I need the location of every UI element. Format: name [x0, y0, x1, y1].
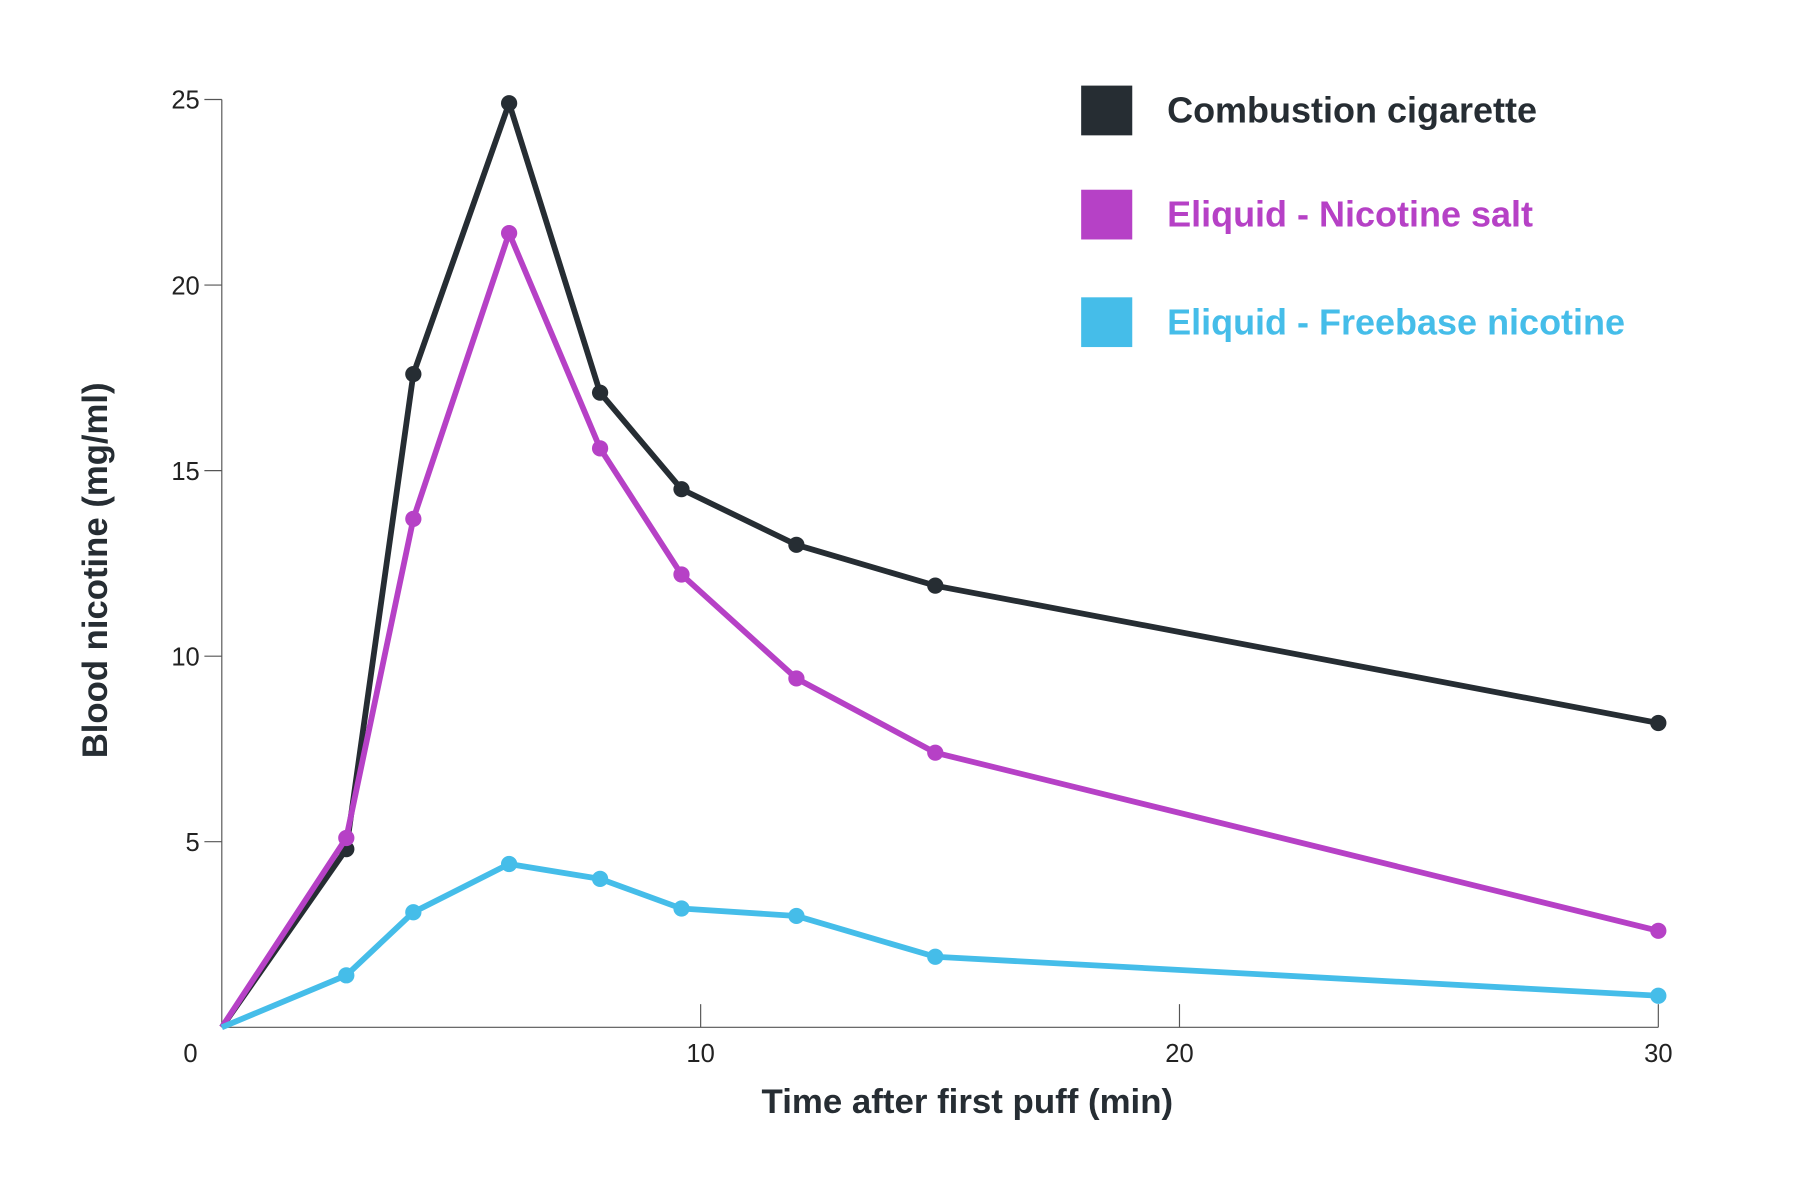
series-1	[219, 224, 1667, 1029]
data-point	[405, 904, 422, 921]
y-axis-title: Blood nicotine (mg/ml)	[77, 382, 115, 758]
series-2	[220, 855, 1667, 1030]
legend-label: Combustion cigarette	[1167, 90, 1537, 131]
series-line	[220, 861, 1659, 1030]
data-point	[338, 829, 355, 847]
data-point	[405, 510, 422, 527]
data-point	[788, 536, 805, 553]
series-layer	[219, 95, 1667, 1030]
data-point	[927, 577, 944, 594]
data-point	[1650, 987, 1667, 1004]
x-axis-title: Time after first puff (min)	[762, 1083, 1174, 1121]
y-tick-label: 25	[171, 87, 199, 115]
data-point	[1650, 922, 1667, 939]
data-point	[927, 948, 944, 965]
data-point	[591, 870, 609, 887]
data-point	[673, 900, 690, 917]
data-point	[673, 566, 690, 583]
legend-swatch	[1081, 297, 1133, 348]
series-0	[219, 95, 1667, 1029]
x-tick-label: 10	[686, 1040, 714, 1068]
legend-swatch	[1081, 85, 1133, 136]
x-tick-label: 20	[1165, 1040, 1193, 1068]
y-tick-label: 15	[171, 458, 199, 486]
data-point	[927, 744, 944, 761]
legend-label: Eliquid - Freebase nicotine	[1167, 301, 1625, 342]
data-point	[500, 224, 518, 242]
y-tick-label: 20	[171, 272, 199, 300]
y-tick-label: 10	[171, 643, 199, 671]
data-point	[338, 967, 355, 984]
y-tick-label: 5	[186, 829, 200, 857]
data-point	[788, 907, 805, 925]
data-point	[591, 440, 609, 457]
data-point	[673, 481, 690, 498]
data-point	[500, 95, 518, 112]
series-line	[219, 230, 1660, 1029]
data-point	[500, 855, 518, 873]
data-point	[1650, 714, 1667, 732]
series-line	[219, 100, 1659, 1029]
legend-swatch	[1081, 189, 1133, 240]
data-point	[591, 384, 609, 401]
legend-item: Eliquid - Nicotine salt	[1081, 189, 1533, 240]
axes: 0 10 20 30 5 10 15 20 25	[171, 87, 1672, 1068]
x-tick-label: 30	[1644, 1040, 1672, 1068]
x-tick-label: 0	[183, 1040, 197, 1068]
legend: Combustion cigarette Eliquid - Nicotine s…	[1081, 85, 1625, 348]
data-point	[788, 670, 805, 687]
legend-item: Combustion cigarette	[1081, 85, 1537, 136]
data-point	[405, 366, 422, 383]
legend-item: Eliquid - Freebase nicotine	[1081, 297, 1625, 348]
legend-label: Eliquid - Nicotine salt	[1167, 194, 1533, 235]
